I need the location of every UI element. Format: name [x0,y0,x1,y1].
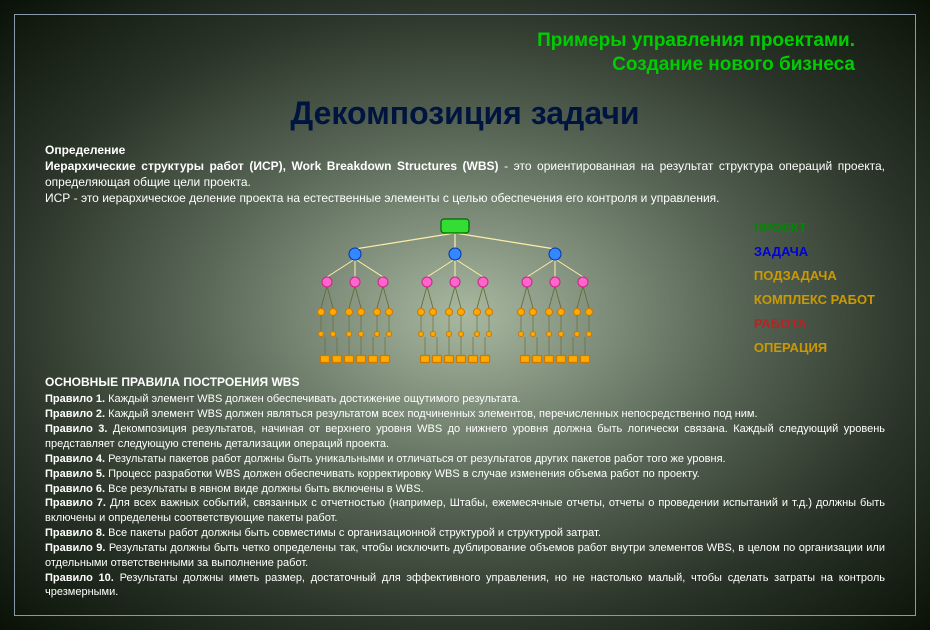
rule-item: Правило 8. Все пакеты работ должны быть … [45,526,885,541]
rule-bold: Правило 4. [45,453,105,465]
wbs-tree-diagram [245,214,665,374]
header: Примеры управления проектами. Создание н… [15,15,915,77]
rule-item: Правило 4. Результаты пакетов работ долж… [45,452,885,467]
definition-label: Определение [45,143,125,157]
rule-bold: Правило 6. [45,483,105,495]
rule-bold: Правило 10. [45,572,114,584]
legend: ПРОЕКТЗАДАЧАПОДЗАДАЧАКОМПЛЕКС РАБОТРАБОТ… [754,216,875,360]
content-frame: Примеры управления проектами. Создание н… [14,14,916,616]
legend-item: КОМПЛЕКС РАБОТ [754,288,875,312]
rule-bold: Правило 5. [45,468,105,480]
rule-item: Правило 6. Все результаты в явном виде д… [45,482,885,497]
legend-item: ПРОЕКТ [754,216,875,240]
rule-bold: Правило 3. [45,423,107,435]
definition-bold-lead: Иерархические структуры работ (ИСР), Wor… [45,159,499,173]
rule-item: Правило 3. Декомпозиция результатов, нач… [45,422,885,452]
legend-item: ЗАДАЧА [754,240,875,264]
rule-item: Правило 10. Результаты должны иметь разм… [45,571,885,601]
rule-text: Все пакеты работ должны быть совместимы … [105,527,601,539]
rules-list: Правило 1. Каждый элемент WBS должен обе… [45,392,885,600]
rule-text: Декомпозиция результатов, начиная от вер… [45,423,885,450]
rule-item: Правило 7. Для всех важных событий, связ… [45,496,885,526]
rule-item: Правило 2. Каждый элемент WBS должен явл… [45,407,885,422]
rule-text: Результаты пакетов работ должны быть уни… [105,453,726,465]
rules-title: ОСНОВНЫЕ ПРАВИЛА ПОСТРОЕНИЯ WBS [45,374,885,390]
definition-body: Иерархические структуры работ (ИСР), Wor… [45,159,885,189]
rule-text: Каждый элемент WBS должен являться резул… [105,408,758,420]
rule-bold: Правило 8. [45,527,105,539]
legend-item: РАБОТА [754,312,875,336]
rule-text: Результаты должны быть четко определены … [45,542,885,569]
rules-block: ОСНОВНЫЕ ПРАВИЛА ПОСТРОЕНИЯ WBS Правило … [15,374,915,600]
definition-line2: ИСР - это иерархическое деление проекта … [45,191,720,205]
rule-bold: Правило 7. [45,497,106,509]
rule-text: Результаты должны иметь размер, достаточ… [45,572,885,599]
rule-text: Для всех важных событий, связанных с отч… [45,497,885,524]
rule-text: Процесс разработки WBS должен обеспечива… [105,468,700,480]
main-title: Декомпозиция задачи [15,77,915,142]
rule-bold: Правило 9. [45,542,105,554]
rule-bold: Правило 2. [45,408,105,420]
header-line1: Примеры управления проектами. [15,29,855,53]
rule-item: Правило 5. Процесс разработки WBS должен… [45,467,885,482]
rule-text: Все результаты в явном виде должны быть … [105,483,424,495]
definition-block: Определение Иерархические структуры рабо… [15,142,915,207]
rule-text: Каждый элемент WBS должен обеспечивать д… [105,393,521,405]
rule-item: Правило 9. Результаты должны быть четко … [45,541,885,571]
rule-bold: Правило 1. [45,393,105,405]
legend-item: ОПЕРАЦИЯ [754,336,875,360]
legend-item: ПОДЗАДАЧА [754,264,875,288]
header-line2: Создание нового бизнеса [15,53,855,77]
rule-item: Правило 1. Каждый элемент WBS должен обе… [45,392,885,407]
diagram-area: ПРОЕКТЗАДАЧАПОДЗАДАЧАКОМПЛЕКС РАБОТРАБОТ… [45,214,885,374]
